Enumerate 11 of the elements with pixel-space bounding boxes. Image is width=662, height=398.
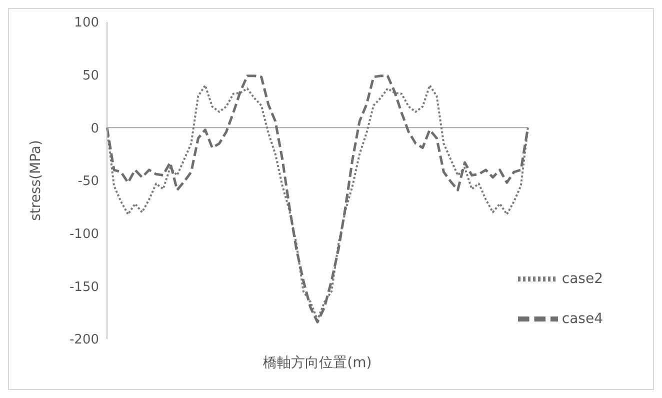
y-tick-label: -50: [78, 174, 99, 190]
y-tick-label: -100: [69, 226, 99, 242]
y-axis-title: stress(MPa): [28, 140, 44, 221]
legend-label: case2: [562, 270, 603, 287]
y-tick-label: 0: [90, 121, 99, 136]
legend-label: case4: [562, 310, 603, 327]
x-axis-title: 橋軸方向位置(m): [263, 355, 372, 371]
y-tick-label: 50: [82, 68, 99, 84]
y-tick-label: -150: [69, 280, 99, 295]
y-tick-label: -200: [69, 332, 99, 348]
y-tick-label: 100: [74, 16, 99, 31]
